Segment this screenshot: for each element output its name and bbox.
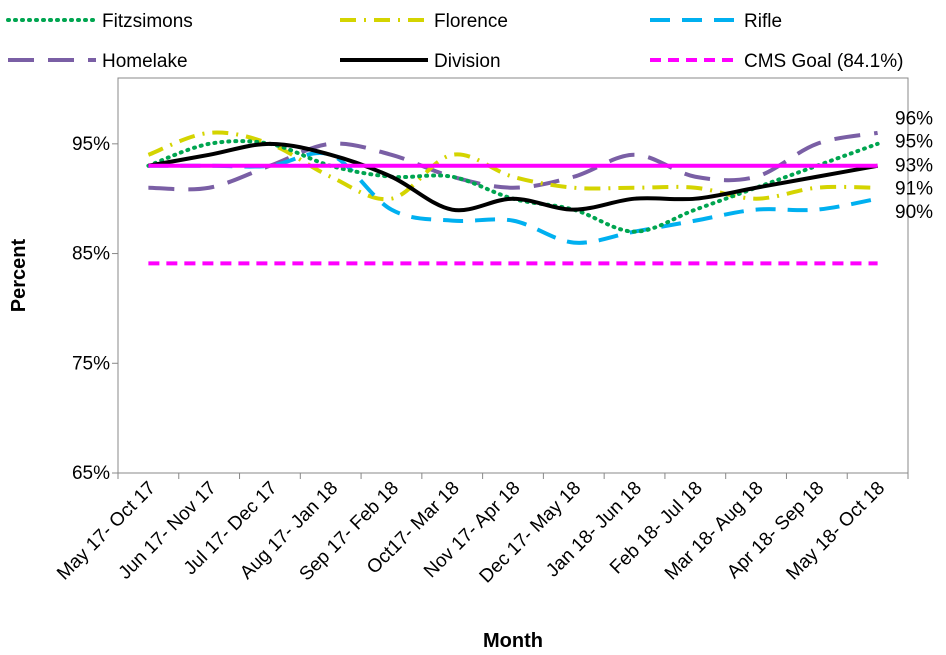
end-labels: 96%95% 93%91%90%: [895, 109, 933, 223]
end-value-label: 90%: [895, 202, 933, 223]
legend-item-florence: Florence: [340, 11, 508, 32]
legend-label: Fitzsimons: [102, 11, 193, 32]
series-layer: [146, 130, 880, 266]
end-value-label: 93%: [895, 156, 933, 177]
y-axis-title: Percent: [8, 238, 30, 312]
y-tick-label: 65%: [72, 463, 110, 484]
series-line-rifle: [148, 151, 878, 245]
plot-area: [117, 77, 909, 474]
y-tick-label: 95%: [72, 134, 110, 155]
y-axis: 65% 75% 85% 95%: [72, 134, 118, 484]
legend-label: CMS Goal (84.1%): [744, 51, 903, 72]
legend-item-fitzsimons: Fitzsimons: [6, 11, 193, 32]
legend-label: Division: [434, 51, 501, 72]
legend-item-division: Division: [340, 51, 501, 72]
series-line-division: [148, 141, 878, 213]
x-axis-title: Month: [483, 630, 543, 652]
y-tick-label: 85%: [72, 244, 110, 265]
legend-item-cms-goal-84-1: CMS Goal (84.1%): [650, 51, 903, 72]
legend-label: Florence: [434, 11, 508, 32]
legend-label: Rifle: [744, 11, 782, 32]
end-value-label: 91%: [895, 179, 933, 200]
legend-item-rifle: Rifle: [650, 11, 782, 32]
end-value-label: 96%: [895, 109, 933, 130]
legend: Fitzsimons Florence Rifle Homelake Division C…: [6, 11, 903, 72]
end-value-label: 95%: [895, 132, 933, 153]
legend-label: Homelake: [102, 51, 188, 72]
legend-item-homelake: Homelake: [8, 51, 188, 72]
y-tick-label: 75%: [72, 353, 110, 374]
